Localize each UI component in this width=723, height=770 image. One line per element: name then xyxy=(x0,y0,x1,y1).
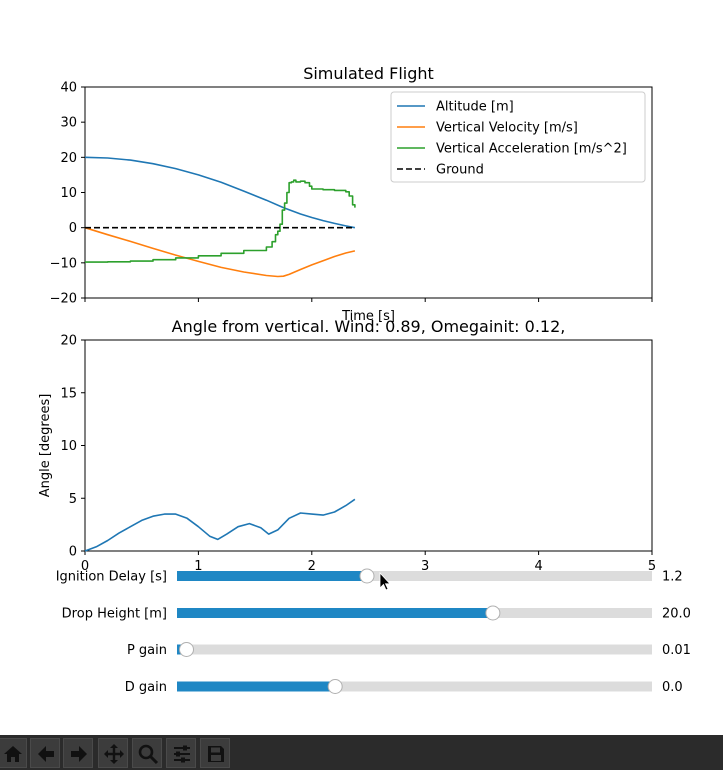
angle-series-line-1 xyxy=(84,498,356,552)
angle-x-tick-label: 5 xyxy=(648,559,656,574)
slider-2[interactable]: Drop Height [m] 20.0 xyxy=(62,605,691,622)
flight-y-tick-label: 20 xyxy=(60,151,77,166)
angle-chart-title: Angle from vertical. Wind: 0.89, Omegain… xyxy=(172,317,566,336)
save-button[interactable] xyxy=(200,738,230,768)
angle-plot-frame xyxy=(84,339,653,552)
legend-entry-label: Altitude [m] xyxy=(436,100,514,115)
forward-button[interactable] xyxy=(63,738,93,768)
flight-series-line-2 xyxy=(84,226,356,278)
slider-handle[interactable] xyxy=(327,679,343,694)
save-icon xyxy=(208,746,224,762)
angle-axes[interactable]: Angle from vertical. Wind: 0.89, Omegain… xyxy=(38,317,656,574)
flight-y-tick-label: −10 xyxy=(50,256,77,271)
angle-x-tick-label: 2 xyxy=(308,559,316,574)
slider-label: Drop Height [m] xyxy=(62,607,167,622)
back-button[interactable] xyxy=(30,738,60,768)
slider-track[interactable] xyxy=(177,571,652,581)
flight-chart-title: Simulated Flight xyxy=(303,64,434,83)
pan-button[interactable] xyxy=(98,738,128,768)
slider-track[interactable] xyxy=(177,681,652,692)
angle-x-tick-label: 1 xyxy=(194,559,202,574)
slider-handle[interactable] xyxy=(179,642,194,657)
flight-x-axis-label: Time [s] xyxy=(341,309,395,324)
flight-y-tick-label: 0 xyxy=(69,221,77,236)
flight-axes[interactable]: Simulated Flight −20 −10 0 10 20 30 40 Altitud… xyxy=(50,64,653,324)
slider-fill xyxy=(177,608,493,618)
angle-y-axis-label: Angle [degrees] xyxy=(38,394,53,498)
flight-series-line-1 xyxy=(84,156,356,229)
slider-label: Ignition Delay [s] xyxy=(56,570,167,585)
configure-subplots-button[interactable] xyxy=(166,738,196,768)
flight-series-line-3 xyxy=(85,179,356,263)
forward-arrow-icon xyxy=(71,746,87,762)
flight-y-tick-label: 40 xyxy=(60,81,77,96)
slider-4[interactable]: D gain 0.0 xyxy=(125,679,683,696)
mouse-cursor-icon xyxy=(379,571,391,591)
angle-y-tick-label: 15 xyxy=(60,386,77,401)
angle-y-tick-label: 10 xyxy=(60,439,77,454)
slider-label: D gain xyxy=(125,680,167,695)
navigation-toolbar xyxy=(0,735,723,770)
angle-x-tick-label: 3 xyxy=(421,559,429,574)
pan-icon xyxy=(104,744,124,764)
slider-label: P gain xyxy=(127,643,167,658)
flight-y-tick-label: 10 xyxy=(60,186,77,201)
legend-entry-label: Ground xyxy=(436,163,484,178)
slider-1[interactable]: Ignition Delay [s] 1.2 xyxy=(56,568,683,585)
back-arrow-icon xyxy=(38,746,54,762)
flight-y-tick-label: −20 xyxy=(50,292,77,307)
legend-entry-label: Vertical Velocity [m/s] xyxy=(436,121,578,136)
home-button[interactable] xyxy=(0,738,27,768)
slider-value: 0.0 xyxy=(662,680,683,695)
legend-frame xyxy=(390,91,646,183)
legend-entry-label: Vertical Acceleration [m/s^2] xyxy=(436,142,627,157)
slider-track[interactable] xyxy=(177,644,652,655)
slider-3[interactable]: P gain 0.01 xyxy=(127,642,691,659)
slider-fill xyxy=(177,571,367,581)
flight-legend: Altitude [m] Vertical Velocity [m/s] Verti… xyxy=(390,91,646,183)
angle-x-tick-label: 4 xyxy=(534,559,542,574)
slider-handle[interactable] xyxy=(359,568,375,584)
angle-y-tick-label: 5 xyxy=(69,492,77,507)
slider-handle[interactable] xyxy=(485,605,501,621)
angle-y-tick-label: 20 xyxy=(60,334,77,349)
zoom-icon xyxy=(138,744,159,765)
angle-y-tick-label: 0 xyxy=(69,545,77,560)
slider-value: 20.0 xyxy=(662,607,691,622)
zoom-button[interactable] xyxy=(132,738,162,768)
slider-value: 0.01 xyxy=(662,643,691,658)
angle-x-tick-label: 0 xyxy=(81,559,89,574)
home-icon xyxy=(4,746,22,762)
configure-subplots-icon xyxy=(174,745,190,763)
slider-value: 1.2 xyxy=(662,570,683,585)
slider-fill xyxy=(177,681,336,692)
flight-y-tick-label: 30 xyxy=(60,116,77,131)
